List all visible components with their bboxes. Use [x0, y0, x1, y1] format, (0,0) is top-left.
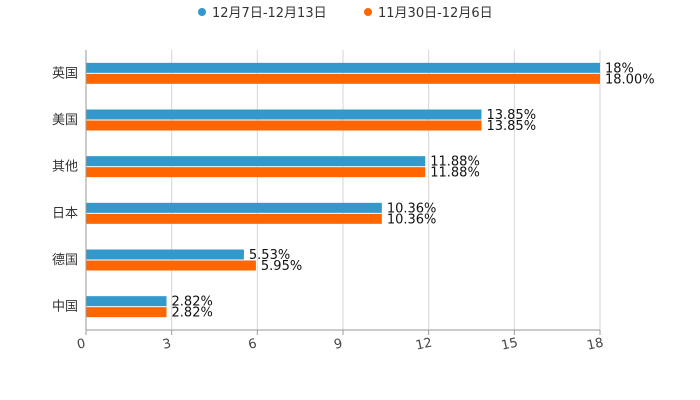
x-tick-label-5: 15	[500, 336, 519, 354]
category-label-5: 中国	[52, 300, 78, 315]
data-label-s0-c4: 5.53%	[249, 248, 290, 263]
legend-marker-0	[198, 8, 206, 16]
bar-s0-c0	[86, 62, 600, 73]
data-label-s0-c0: 18%	[605, 61, 634, 76]
bar-s1-c5	[86, 307, 167, 318]
data-label-s0-c5: 2.82%	[172, 295, 213, 310]
bar-s1-c0	[86, 73, 600, 84]
data-label-s0-c1: 13.85%	[486, 108, 536, 123]
bar-s0-c3	[86, 202, 382, 213]
bar-s0-c2	[86, 156, 426, 167]
data-label-s0-c2: 11.88%	[430, 155, 480, 170]
bar-s0-c5	[86, 296, 167, 307]
bar-s0-c4	[86, 249, 244, 260]
legend-label-0: 12月7日-12月13日	[212, 6, 327, 21]
x-tick-label-4: 12	[414, 336, 433, 354]
category-label-2: 其他	[52, 160, 78, 175]
x-tick-label-6: 18	[586, 336, 605, 354]
bar-s1-c1	[86, 120, 482, 131]
data-label-s0-c3: 10.36%	[387, 201, 437, 216]
bar-s0-c1	[86, 109, 482, 120]
category-label-4: 德国	[52, 253, 78, 268]
legend-label-1: 11月30日-12月6日	[378, 6, 493, 21]
x-tick-label-2: 6	[247, 336, 258, 352]
data-label-s1-c1: 13.85%	[486, 119, 536, 134]
data-label-s1-c2: 11.88%	[430, 166, 480, 181]
data-label-s1-c4: 5.95%	[261, 259, 302, 274]
x-tick-label-1: 3	[161, 336, 172, 352]
x-tick-label-3: 9	[333, 336, 344, 352]
legend-marker-1	[364, 8, 372, 16]
x-tick-label-0: 0	[76, 336, 87, 352]
bar-s1-c3	[86, 213, 382, 224]
data-label-s1-c3: 10.36%	[387, 212, 437, 227]
data-label-s1-c0: 18.00%	[605, 72, 655, 87]
data-label-s1-c5: 2.82%	[172, 306, 213, 321]
category-label-3: 日本	[52, 206, 78, 221]
category-label-1: 美国	[52, 113, 78, 128]
category-label-0: 英国	[52, 66, 78, 81]
bar-s1-c4	[86, 260, 256, 271]
bar-s1-c2	[86, 167, 426, 178]
